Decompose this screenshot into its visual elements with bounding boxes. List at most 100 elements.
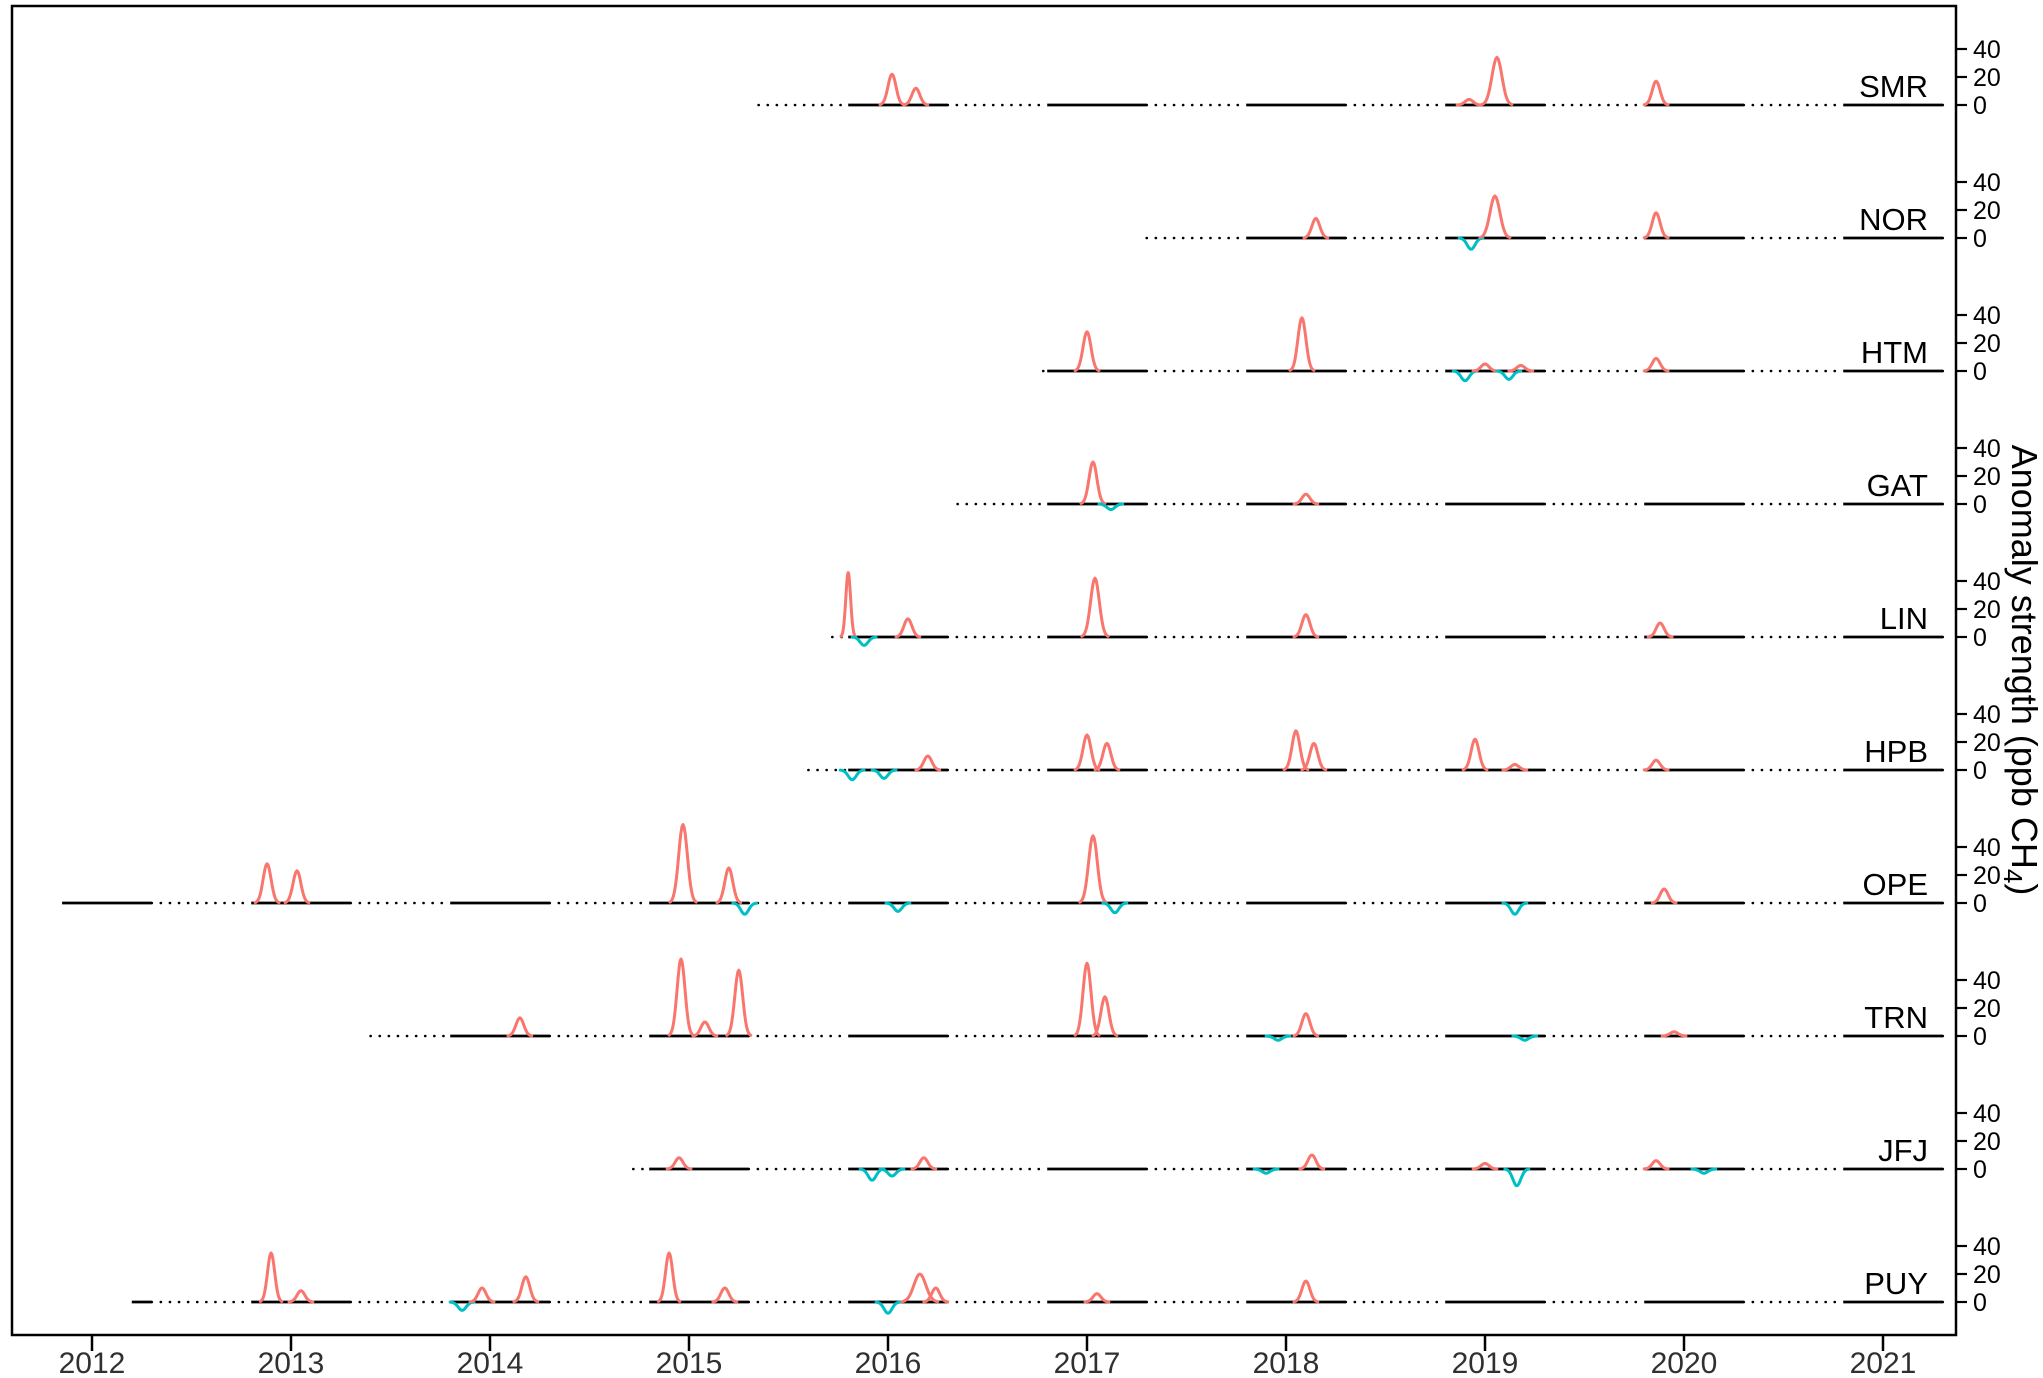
y-axis-tick-label: 20 bbox=[1973, 862, 2001, 890]
y-axis-tick-label: 20 bbox=[1973, 463, 2001, 491]
y-axis-tick-label: 0 bbox=[1973, 890, 1987, 918]
station-label: TRN bbox=[1864, 1000, 1928, 1035]
station-label: JFJ bbox=[1878, 1133, 1928, 1168]
anomaly-spike-positive bbox=[878, 72, 906, 107]
y-axis-tick-label: 40 bbox=[1973, 967, 2001, 995]
anomaly-spike-positive bbox=[468, 1286, 496, 1304]
y-axis-tick-label: 40 bbox=[1973, 302, 2001, 330]
anomaly-spike-positive bbox=[258, 1251, 284, 1303]
y-axis-tick-label: 40 bbox=[1973, 36, 2001, 64]
anomaly-spike-positive bbox=[902, 86, 930, 107]
anomaly-spike-positive bbox=[1078, 834, 1108, 904]
anomaly-spike-negative bbox=[1501, 901, 1529, 916]
anomaly-spike-positive bbox=[668, 823, 698, 904]
y-axis-tick-label: 0 bbox=[1973, 757, 1987, 785]
station-label: NOR bbox=[1859, 202, 1928, 237]
anomaly-spike-positive bbox=[1642, 1159, 1670, 1171]
station-label: OPE bbox=[1863, 867, 1928, 902]
y-axis-tick-label: 20 bbox=[1973, 1261, 2001, 1289]
x-axis-label: 2017 bbox=[1054, 1347, 1121, 1378]
y-axis-tick-label: 0 bbox=[1973, 358, 1987, 386]
anomaly-spike-positive bbox=[1282, 729, 1310, 772]
anomaly-spike-negative bbox=[1264, 1034, 1292, 1042]
station-label: SMR bbox=[1859, 69, 1928, 104]
anomaly-spike-positive bbox=[512, 1275, 540, 1304]
anomaly-spike-negative bbox=[1690, 1167, 1718, 1175]
anomaly-spike-positive bbox=[839, 571, 857, 638]
anomaly-spike-positive bbox=[1091, 995, 1119, 1038]
anomaly-spike-positive bbox=[1642, 356, 1670, 373]
anomaly-spike-negative bbox=[1503, 1167, 1531, 1188]
anomaly-spike-positive bbox=[922, 1286, 950, 1304]
anomaly-spike-negative bbox=[1457, 236, 1485, 251]
y-axis-tick-label: 0 bbox=[1973, 92, 1987, 120]
anomaly-spike-positive bbox=[1461, 737, 1489, 772]
anomaly-spike-positive bbox=[253, 862, 281, 905]
anomaly-spike-positive bbox=[665, 1156, 693, 1171]
anomaly-spike-positive bbox=[667, 957, 695, 1037]
anomaly-spike-positive bbox=[1288, 316, 1316, 372]
plot-border bbox=[10, 4, 1958, 1337]
anomaly-spike-positive bbox=[1478, 194, 1512, 239]
station-label: PUY bbox=[1864, 1266, 1928, 1301]
anomaly-spike-positive bbox=[1073, 330, 1101, 373]
y-axis-tick-label: 0 bbox=[1973, 1156, 1987, 1184]
anomaly-spike-positive bbox=[656, 1251, 682, 1303]
anomaly-spike-positive bbox=[725, 968, 753, 1037]
anomaly-spike-positive bbox=[1642, 758, 1670, 772]
anomaly-spike-positive bbox=[1501, 762, 1529, 772]
anomaly-spike-positive bbox=[1646, 621, 1674, 639]
y-axis-tick-label: 40 bbox=[1973, 1100, 2001, 1128]
x-axis-label: 2016 bbox=[855, 1347, 922, 1378]
anomaly-spike-positive bbox=[287, 1289, 315, 1304]
anomaly-spike-negative bbox=[878, 1167, 906, 1178]
station-label: HPB bbox=[1864, 734, 1928, 769]
anomaly-spike-positive bbox=[1079, 460, 1107, 505]
y-axis-tick-label: 0 bbox=[1973, 1023, 1987, 1051]
anomaly-spike-positive bbox=[1642, 79, 1670, 107]
anomaly-spike-negative bbox=[1252, 1167, 1280, 1175]
anomaly-spike-positive bbox=[1073, 733, 1101, 772]
y-axis-tick-label: 20 bbox=[1973, 729, 2001, 757]
anomaly-spike-positive bbox=[1083, 1292, 1111, 1304]
anomaly-spike-positive bbox=[1093, 741, 1121, 772]
anomaly-spike-negative bbox=[1495, 369, 1523, 381]
anomaly-spike-positive bbox=[1292, 492, 1320, 506]
anomaly-spike-positive bbox=[1455, 97, 1483, 107]
x-axis-label: 2019 bbox=[1452, 1347, 1519, 1378]
anomaly-spike-negative bbox=[858, 1167, 886, 1182]
y-axis-tick-label: 20 bbox=[1973, 330, 2001, 358]
anomaly-spike-positive bbox=[1292, 1279, 1320, 1304]
anomaly-spike-positive bbox=[1073, 961, 1101, 1037]
anomaly-spike-positive bbox=[691, 1020, 719, 1038]
anomaly-spike-negative bbox=[1097, 502, 1125, 512]
y-axis-tick-label: 40 bbox=[1973, 435, 2001, 463]
x-axis-label: 2021 bbox=[1850, 1347, 1917, 1378]
anomaly-spike-positive bbox=[1471, 1161, 1499, 1171]
y-axis-tick-label: 40 bbox=[1973, 834, 2001, 862]
anomaly-spike-negative bbox=[1451, 369, 1479, 383]
y-axis-tick-label: 0 bbox=[1973, 225, 1987, 253]
anomaly-spike-positive bbox=[1302, 216, 1330, 240]
anomaly-spike-positive bbox=[900, 1272, 940, 1304]
station-label: HTM bbox=[1861, 335, 1928, 370]
anomaly-spike-positive bbox=[1650, 887, 1678, 905]
y-axis-tick-label: 0 bbox=[1973, 491, 1987, 519]
anomaly-spike-positive bbox=[1300, 741, 1328, 772]
y-axis-tick-label: 40 bbox=[1973, 169, 2001, 197]
anomaly-spike-positive bbox=[506, 1016, 534, 1038]
y-axis-tick-label: 40 bbox=[1973, 568, 2001, 596]
anomaly-spike-negative bbox=[874, 1300, 902, 1315]
anomaly-spike-negative bbox=[1101, 901, 1129, 915]
anomaly-spike-positive bbox=[1471, 362, 1499, 373]
x-axis-label: 2018 bbox=[1253, 1347, 1320, 1378]
station-label: LIN bbox=[1880, 601, 1928, 636]
